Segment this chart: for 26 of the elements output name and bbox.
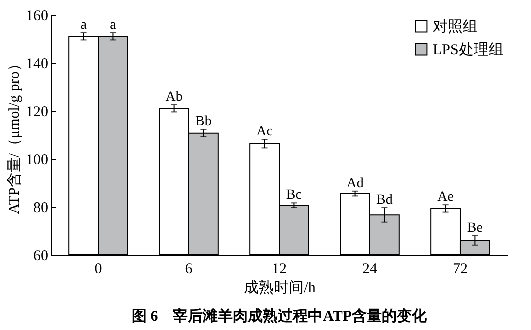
annotation: Ae	[438, 190, 454, 206]
x-tick-label: 12	[272, 262, 287, 278]
annotation: Ad	[346, 176, 364, 192]
annotation: Bb	[196, 114, 212, 130]
annotation: Ab	[166, 90, 183, 105]
y-tick-label: 140	[26, 56, 48, 72]
y-tick-label: 100	[26, 152, 48, 168]
x-tick-label: 24	[362, 262, 378, 278]
annotation: Be	[467, 220, 483, 236]
legend-label: LPS处理组	[433, 42, 504, 58]
y-tick-label: 80	[34, 200, 48, 216]
annotation: Bd	[376, 192, 393, 208]
x-tick-label: 72	[452, 262, 468, 278]
x-tick-label: 0	[94, 262, 102, 278]
y-tick-label: 120	[26, 104, 48, 120]
annotation: a	[80, 18, 88, 33]
legend-label: 对照组	[433, 18, 478, 36]
text: 图 6 宰后滩羊肉成熟过程中ATP含量的变化	[132, 307, 428, 325]
y-axis-title: ATP含量/（μmol/g pro）	[6, 56, 23, 214]
annotation: Bc	[286, 188, 302, 204]
annotation: a	[110, 18, 118, 33]
y-tick-label: 60	[34, 248, 48, 264]
y-tick-label: 160	[26, 8, 48, 24]
x-tick-label: 6	[185, 262, 194, 278]
x-axis-title: 成熟时间/h	[244, 280, 316, 296]
annotation: Ac	[256, 124, 273, 140]
